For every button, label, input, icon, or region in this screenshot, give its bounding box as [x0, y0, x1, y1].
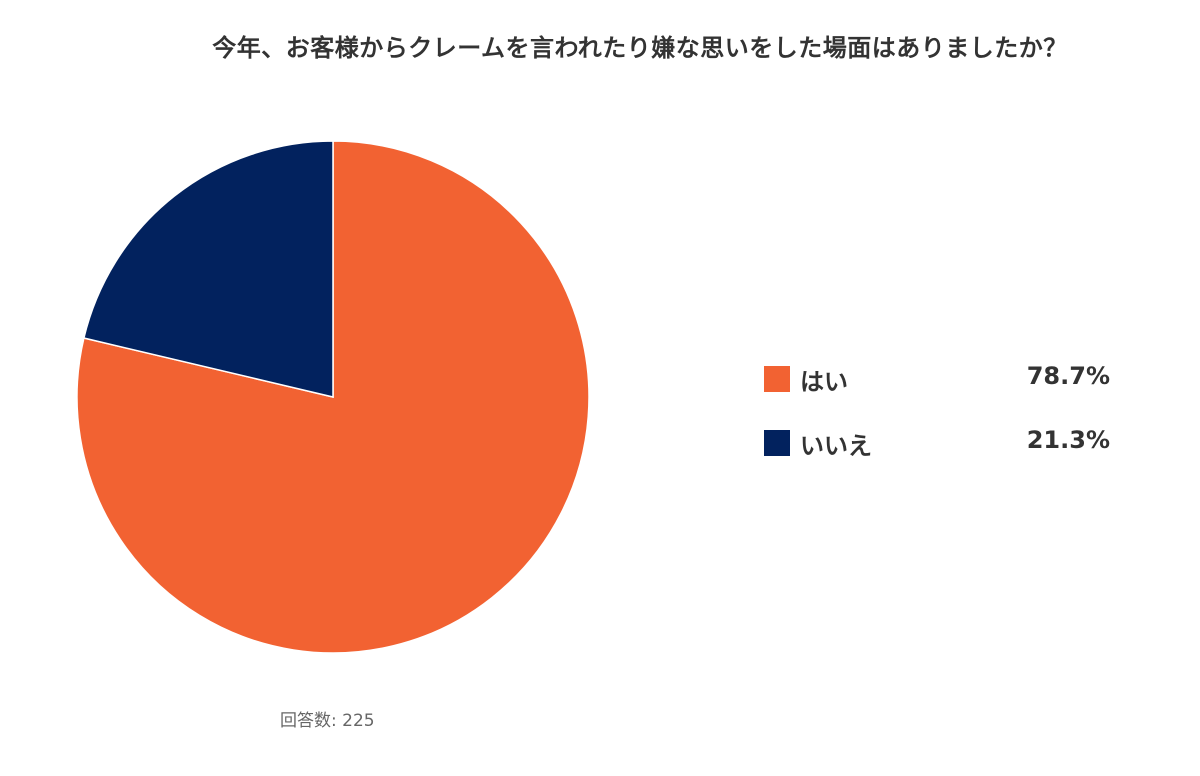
legend: はい 78.7% いいえ 21.3%	[764, 362, 1124, 490]
legend-swatch-yes	[764, 366, 790, 392]
response-count: 回答数: 225	[280, 711, 375, 731]
legend-label-yes: はい	[800, 368, 848, 396]
legend-item-no: いいえ 21.3%	[764, 426, 1124, 460]
legend-label-no: いいえ	[800, 432, 872, 460]
legend-value-yes: 78.7%	[1026, 362, 1110, 390]
legend-swatch-no	[764, 430, 790, 456]
legend-item-yes: はい 78.7%	[764, 362, 1124, 396]
pie-slice-no	[82, 140, 334, 398]
legend-value-no: 21.3%	[1026, 426, 1110, 454]
chart-title: 今年、お客様からクレームを言われたり嫌な思いをした場面はありましたか？	[212, 34, 1068, 62]
